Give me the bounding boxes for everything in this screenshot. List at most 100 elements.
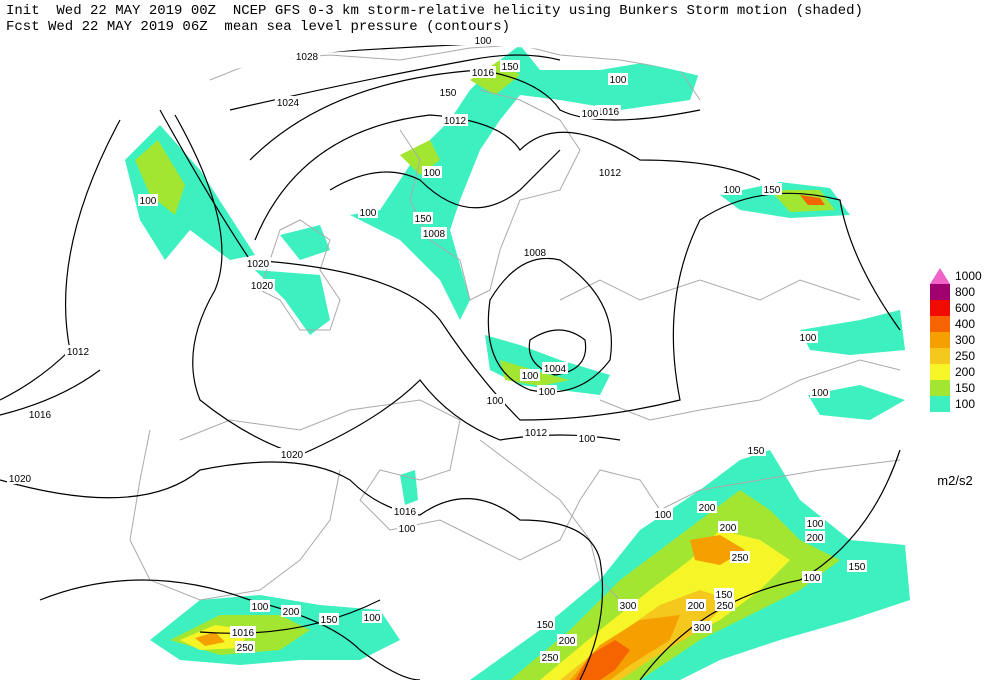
shading-label: 150 (440, 88, 457, 99)
shaded-area (195, 632, 225, 646)
isobar-label: 1016 (597, 107, 620, 118)
coastline (179, 399, 901, 561)
label-background (281, 605, 301, 617)
shading-label: 200 (283, 607, 300, 618)
label-background (805, 531, 825, 543)
label-background (358, 206, 378, 218)
label-background (697, 501, 717, 513)
label-background (279, 448, 305, 460)
shading-label: 100 (812, 388, 829, 399)
isobar (329, 149, 561, 209)
shading-label: 200 (688, 601, 705, 612)
shading-label: 100 (252, 602, 269, 613)
label-background (653, 508, 673, 520)
colorbar-label: 1000 (955, 269, 982, 283)
label-background (686, 599, 706, 611)
label-background (319, 613, 339, 625)
shading-label: 100 (655, 510, 672, 521)
shading-label: 100 (807, 519, 824, 530)
isobar (199, 599, 381, 634)
label-background (618, 599, 638, 611)
isobar-label: 1020 (247, 259, 270, 270)
header-line: Init Wed 22 MAY 2019 00Z NCEP GFS 0-3 km… (6, 3, 863, 19)
isobar-label: 1020 (251, 281, 274, 292)
label-background (537, 385, 557, 397)
label-background (500, 60, 520, 72)
label-background (438, 86, 458, 98)
label-background (442, 114, 468, 126)
coastline (479, 439, 621, 601)
coastline (559, 279, 861, 301)
label-background (810, 386, 830, 398)
isobar (229, 54, 561, 111)
contour-labels: 1028 1024 1016 1012 1016 1012 1008 1020 1020 1008… (7, 50, 623, 639)
isobar-label: 1024 (277, 98, 300, 109)
shading-labels: 100 100 100 150 100 150 100 100 150 100 200 200 250 1… (138, 34, 867, 664)
colorbar-box (930, 396, 950, 412)
label-background (421, 227, 447, 239)
colorbar-box (930, 316, 950, 332)
colorbar-box (930, 332, 950, 348)
shading-label: 100 (140, 196, 157, 207)
shading-label: 200 (807, 533, 824, 544)
coastline (129, 429, 341, 601)
colorbar-label: 800 (955, 285, 975, 299)
shading-label: 100 (424, 168, 441, 179)
label-background (275, 96, 301, 108)
isobar-label: 1028 (296, 52, 319, 63)
label-background (523, 426, 549, 438)
isobar-label: 1008 (423, 229, 446, 240)
shading-label: 250 (237, 643, 254, 654)
shading-label: 300 (620, 601, 637, 612)
colorbar-label: 600 (955, 301, 975, 315)
label-background (718, 521, 738, 533)
label-background (692, 621, 712, 633)
shading-label: 150 (415, 214, 432, 225)
label-background (595, 105, 621, 117)
label-background (250, 600, 270, 612)
isobar-label: 1004 (544, 364, 567, 375)
isobar (0, 369, 101, 416)
label-background (422, 166, 442, 178)
colorbar-box (930, 300, 950, 316)
label-background (473, 34, 493, 46)
label-background (520, 369, 540, 381)
label-background (522, 246, 548, 258)
label-background (802, 571, 822, 583)
isobar (487, 257, 612, 393)
shading-label: 100 (610, 75, 627, 86)
colorbar-box (930, 364, 950, 380)
colorbar-label: 400 (955, 317, 975, 331)
shaded-area (800, 195, 825, 205)
isobar (174, 114, 621, 456)
shading-label: 150 (502, 62, 519, 73)
colorbar-units: m2/s2 (937, 473, 972, 488)
colorbar: 100 150 200 250 300 400 600 800 1000 (930, 268, 982, 412)
label-background (580, 107, 600, 119)
colorbar-label: 150 (955, 381, 975, 395)
shading-label: 200 (699, 503, 716, 514)
isobar-label: 1012 (444, 116, 467, 127)
shading-label: 100 (360, 208, 377, 219)
shading-label: 100 (724, 185, 741, 196)
label-background (392, 505, 418, 517)
isobar (639, 449, 901, 680)
isobar-label: 1016 (29, 410, 52, 421)
shaded-area (575, 640, 630, 680)
shading-label: 100 (579, 434, 596, 445)
label-background (608, 73, 628, 85)
isobar (249, 69, 701, 161)
label-background (542, 362, 568, 374)
shading-label: 100 (364, 613, 381, 624)
shaded-area (135, 140, 185, 215)
label-background (746, 444, 766, 456)
isobar-label: 1016 (232, 628, 255, 639)
colorbar-triangle (930, 268, 950, 284)
label-background (847, 560, 867, 572)
label-background (535, 618, 555, 630)
colorbar-label: 100 (955, 397, 975, 411)
shading-label: 300 (694, 623, 711, 634)
coastline (399, 89, 581, 301)
shading-label: 100 (582, 109, 599, 120)
